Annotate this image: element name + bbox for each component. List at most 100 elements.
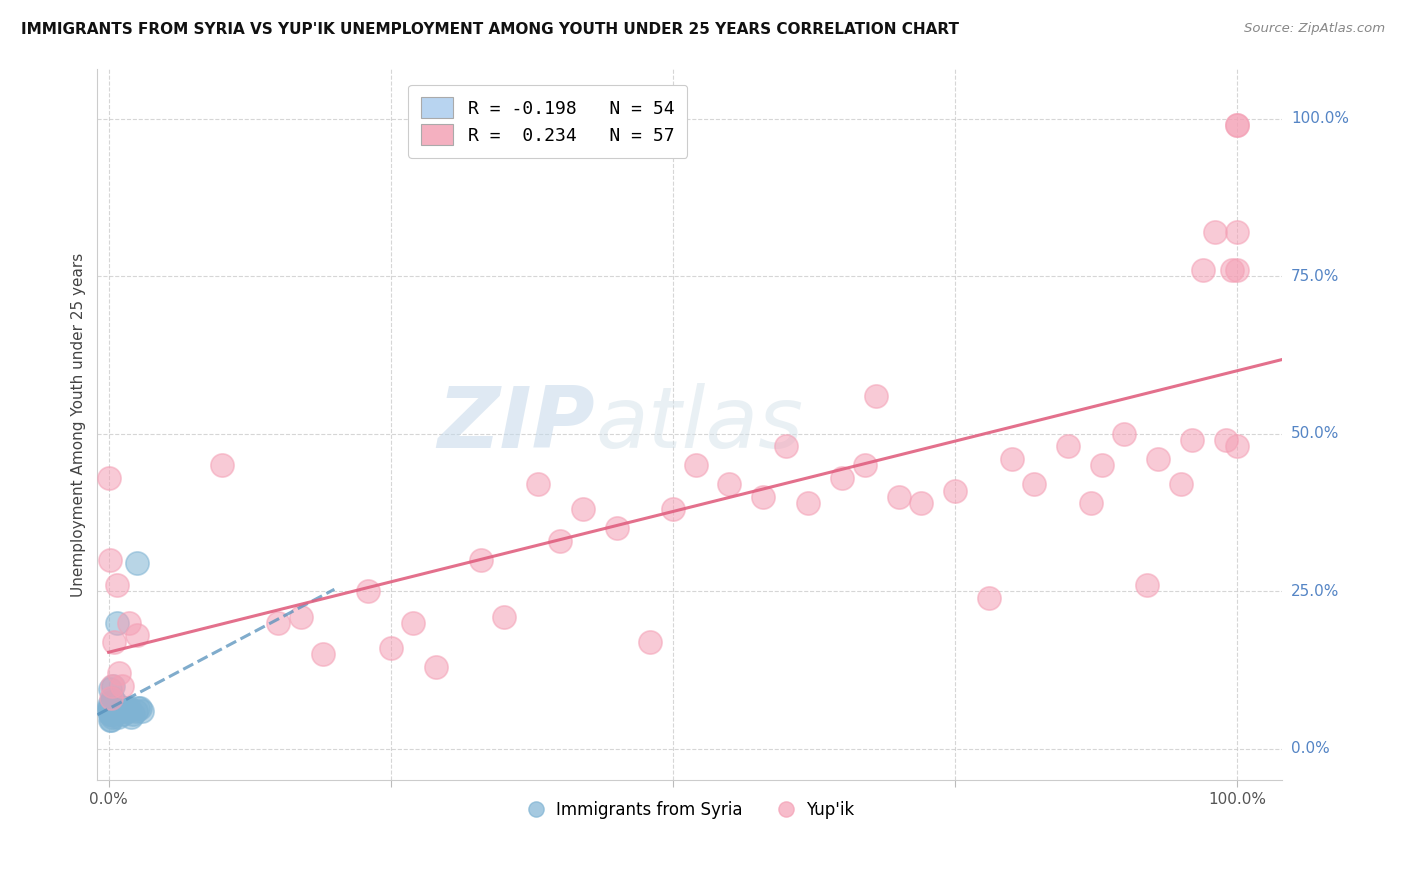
Point — [1114, 426, 1136, 441]
Point — [1215, 433, 1237, 447]
Point — [1226, 118, 1249, 132]
Text: 50.0%: 50.0% — [1291, 426, 1339, 442]
Point — [1000, 452, 1022, 467]
Point — [107, 710, 129, 724]
Point — [887, 490, 910, 504]
Point — [97, 701, 120, 715]
Point — [100, 701, 122, 715]
Point — [752, 490, 775, 504]
Point — [853, 458, 876, 473]
Point — [112, 707, 135, 722]
Point — [103, 701, 125, 715]
Point — [797, 496, 820, 510]
Point — [101, 698, 124, 712]
Point — [101, 710, 124, 724]
Point — [101, 707, 124, 722]
Point — [131, 704, 153, 718]
Point — [108, 704, 131, 718]
Text: 100.0%: 100.0% — [1291, 112, 1348, 127]
Point — [100, 714, 122, 728]
Text: 25.0%: 25.0% — [1291, 584, 1339, 599]
Point — [380, 640, 402, 655]
Point — [100, 704, 122, 718]
Point — [125, 628, 148, 642]
Point — [129, 701, 152, 715]
Point — [685, 458, 707, 473]
Point — [101, 698, 124, 712]
Point — [104, 704, 127, 718]
Point — [831, 471, 853, 485]
Point — [571, 502, 593, 516]
Point — [114, 701, 136, 715]
Point — [98, 701, 121, 715]
Point — [103, 704, 125, 718]
Point — [775, 440, 797, 454]
Point — [606, 521, 628, 535]
Point — [101, 698, 124, 712]
Point — [98, 714, 121, 728]
Point — [718, 477, 741, 491]
Point — [104, 701, 127, 715]
Point — [100, 691, 122, 706]
Point — [640, 634, 662, 648]
Point — [101, 679, 124, 693]
Point — [100, 707, 122, 722]
Point — [125, 704, 148, 718]
Y-axis label: Unemployment Among Youth under 25 years: Unemployment Among Youth under 25 years — [72, 252, 86, 597]
Point — [1226, 225, 1249, 239]
Point — [1220, 263, 1243, 277]
Point — [101, 695, 124, 709]
Point — [211, 458, 233, 473]
Point — [101, 679, 124, 693]
Point — [1181, 433, 1204, 447]
Point — [120, 710, 142, 724]
Point — [104, 695, 127, 709]
Point — [357, 584, 380, 599]
Point — [1226, 440, 1249, 454]
Point — [122, 707, 145, 722]
Point — [98, 707, 121, 722]
Legend: Immigrants from Syria, Yup'ik: Immigrants from Syria, Yup'ik — [519, 794, 860, 825]
Point — [402, 615, 425, 630]
Point — [127, 701, 149, 715]
Point — [107, 701, 129, 715]
Point — [110, 704, 132, 718]
Point — [103, 695, 125, 709]
Point — [526, 477, 548, 491]
Point — [1204, 225, 1226, 239]
Point — [107, 666, 129, 681]
Point — [1226, 263, 1249, 277]
Point — [1192, 263, 1215, 277]
Point — [103, 634, 125, 648]
Point — [910, 496, 932, 510]
Point — [865, 389, 887, 403]
Point — [548, 533, 571, 548]
Point — [1136, 578, 1159, 592]
Point — [108, 701, 131, 715]
Point — [111, 701, 134, 715]
Point — [118, 701, 141, 715]
Point — [117, 704, 139, 718]
Point — [98, 681, 121, 696]
Text: IMMIGRANTS FROM SYRIA VS YUP'IK UNEMPLOYMENT AMONG YOUTH UNDER 25 YEARS CORRELAT: IMMIGRANTS FROM SYRIA VS YUP'IK UNEMPLOY… — [21, 22, 959, 37]
Point — [492, 609, 515, 624]
Point — [1170, 477, 1192, 491]
Point — [267, 615, 290, 630]
Point — [107, 701, 129, 715]
Point — [101, 701, 124, 715]
Text: Source: ZipAtlas.com: Source: ZipAtlas.com — [1244, 22, 1385, 36]
Text: 75.0%: 75.0% — [1291, 268, 1339, 284]
Text: atlas: atlas — [595, 383, 803, 466]
Point — [101, 704, 124, 718]
Point — [101, 701, 124, 715]
Point — [105, 615, 128, 630]
Point — [101, 704, 124, 718]
Point — [470, 553, 492, 567]
Point — [100, 698, 122, 712]
Point — [425, 660, 447, 674]
Point — [943, 483, 966, 498]
Point — [1147, 452, 1170, 467]
Point — [977, 591, 1000, 605]
Point — [97, 704, 120, 718]
Point — [105, 578, 128, 592]
